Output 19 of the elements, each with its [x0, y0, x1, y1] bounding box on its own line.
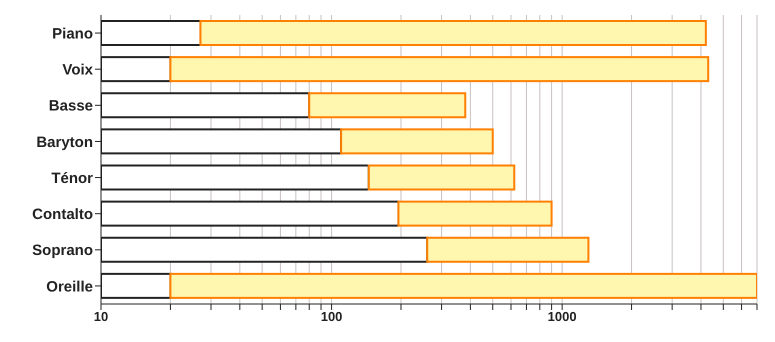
y-tick-label: Ténor	[51, 170, 94, 187]
bar	[169, 56, 710, 82]
y-tick-label: Soprano	[32, 242, 93, 260]
y-tick-label: Oreille	[46, 278, 93, 296]
bar	[397, 200, 553, 227]
y-tick-label: Piano	[52, 25, 93, 42]
bar	[340, 128, 494, 154]
x-tick-label: 100	[320, 309, 342, 324]
x-tick-label: 1000	[548, 309, 577, 324]
y-tick-label: Contalto	[32, 206, 93, 224]
y-tick-label: Voix	[62, 62, 94, 79]
y-tick-label: Baryton	[36, 134, 93, 151]
x-tick-label: 10	[94, 309, 108, 324]
bar	[426, 236, 590, 263]
bar	[169, 272, 757, 299]
y-tick-label: Basse	[48, 98, 93, 115]
bar	[308, 92, 466, 118]
bar	[199, 20, 707, 46]
bar	[368, 164, 516, 190]
